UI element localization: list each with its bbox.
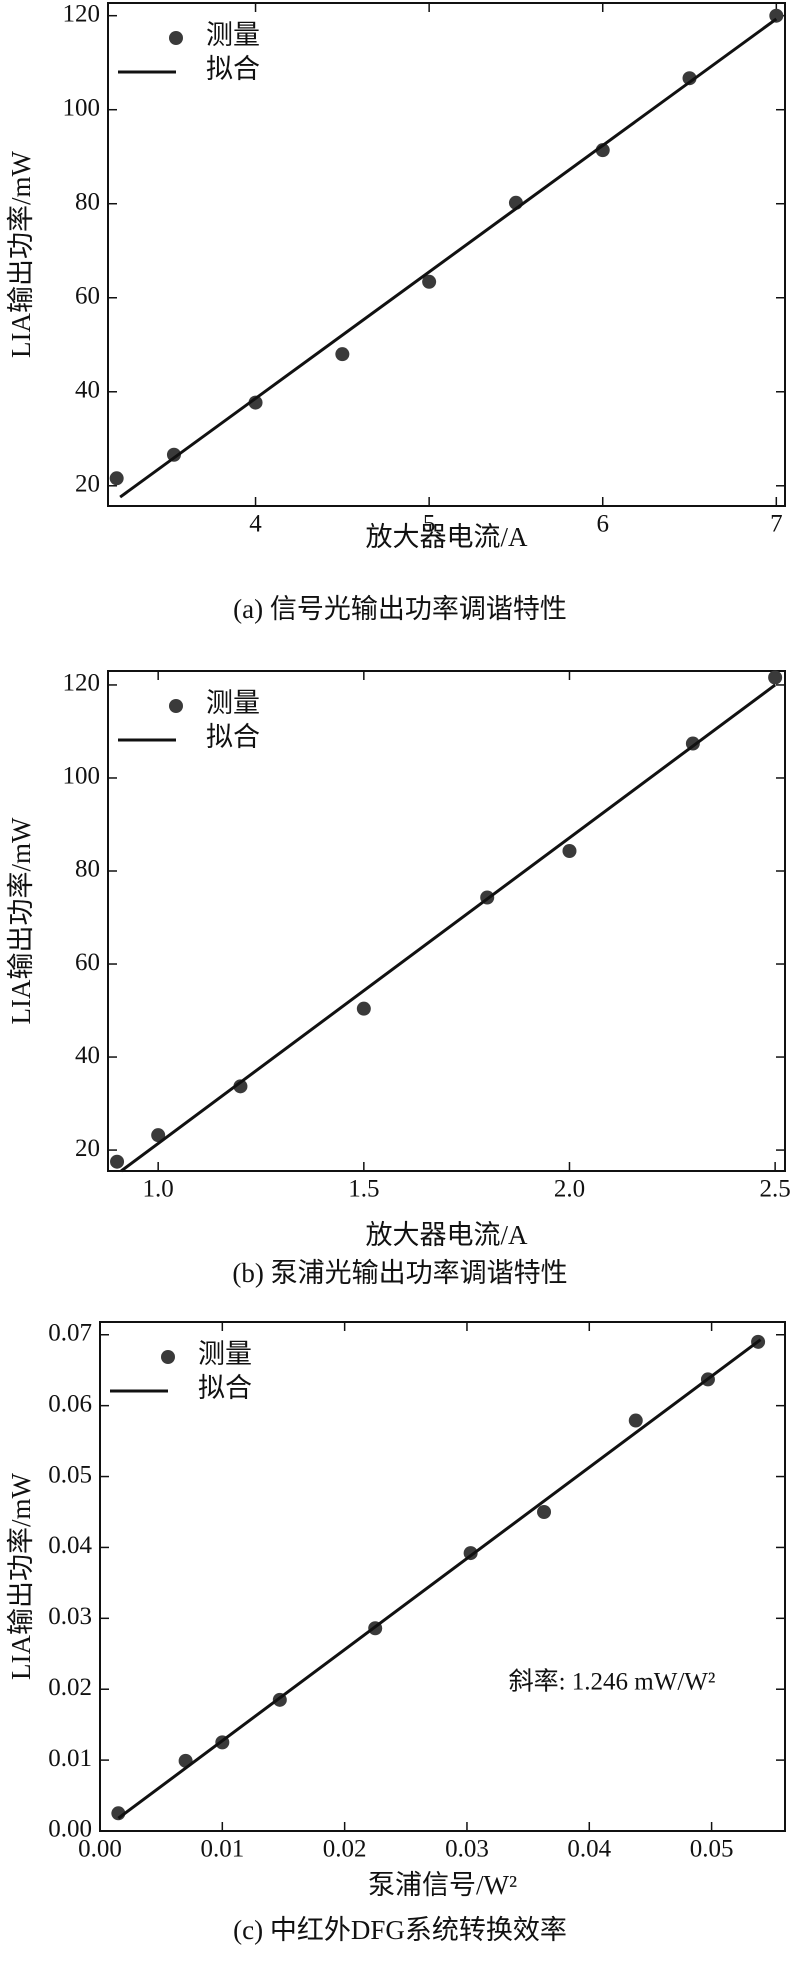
data-point <box>335 347 350 362</box>
y-tick-label: 120 <box>63 670 101 697</box>
fit-line <box>120 683 777 1173</box>
y-tick-label: 0.05 <box>48 1461 92 1488</box>
data-point <box>109 471 124 486</box>
data-point <box>110 1154 125 1169</box>
x-axis-label: 放大器电流/A <box>366 1220 529 1250</box>
legend-label: 测量 <box>198 1339 252 1369</box>
y-tick-label: 20 <box>75 471 100 498</box>
caption: (b) 泵浦光输出功率调谐特性 <box>232 1258 567 1288</box>
x-tick-label: 4 <box>249 511 262 538</box>
legend-label: 拟合 <box>206 54 260 84</box>
data-point <box>356 1001 371 1016</box>
plot-frame <box>107 2 786 507</box>
data-point <box>166 447 181 462</box>
data-point <box>768 670 783 685</box>
data-point <box>248 395 263 410</box>
legend-marker <box>161 1350 175 1364</box>
data-point <box>682 71 697 86</box>
data-point <box>422 274 437 289</box>
y-tick-label: 60 <box>75 282 100 309</box>
x-tick-label: 5 <box>423 511 436 538</box>
x-tick-label: 0.02 <box>323 1836 367 1863</box>
legend-marker <box>169 31 183 45</box>
y-tick-label: 100 <box>63 763 101 790</box>
fit-line <box>119 17 778 499</box>
fit-line <box>117 1338 762 1820</box>
x-tick-label: 0.01 <box>200 1836 244 1863</box>
x-tick-label: 6 <box>596 511 609 538</box>
data-point <box>151 1128 166 1143</box>
y-tick-label: 20 <box>75 1135 100 1162</box>
x-tick-label: 2.0 <box>554 1176 585 1203</box>
plot-frame <box>99 1321 786 1832</box>
data-point <box>769 8 784 23</box>
legend-label: 测量 <box>206 688 260 718</box>
y-tick-label: 0.06 <box>48 1390 92 1417</box>
plot-frame <box>107 670 786 1172</box>
caption: (c) 中红外DFG系统转换效率 <box>233 1915 567 1945</box>
legend-label: 测量 <box>206 20 260 50</box>
annotation: 斜率: 1.246 mW/W² <box>509 1668 716 1696</box>
y-axis-label: LIA输出功率/mW <box>6 1473 36 1680</box>
y-tick-label: 0.02 <box>48 1674 92 1701</box>
caption: (a) 信号光输出功率调谐特性 <box>233 594 567 624</box>
legend-label: 拟合 <box>198 1373 252 1403</box>
x-axis-label: 泵浦信号/W² <box>368 1870 517 1900</box>
x-axis-label: 放大器电流/A <box>366 522 529 552</box>
legend-label: 拟合 <box>206 722 260 752</box>
y-tick-label: 80 <box>75 856 100 883</box>
y-axis-label: LIA输出功率/mW <box>6 151 36 358</box>
y-axis-label: LIA输出功率/mW <box>6 817 36 1024</box>
y-tick-label: 0.03 <box>48 1603 92 1630</box>
x-tick-label: 0.04 <box>567 1836 611 1863</box>
y-tick-label: 0.04 <box>48 1532 92 1559</box>
x-tick-label: 0.03 <box>445 1836 489 1863</box>
y-tick-label: 40 <box>75 377 100 404</box>
x-tick-label: 2.5 <box>760 1176 791 1203</box>
y-tick-label: 100 <box>63 94 101 121</box>
x-tick-label: 0.05 <box>690 1836 734 1863</box>
y-tick-label: 120 <box>63 0 101 27</box>
x-tick-label: 1.0 <box>143 1176 174 1203</box>
y-tick-label: 0.01 <box>48 1745 92 1772</box>
x-tick-label: 0.00 <box>78 1836 122 1863</box>
y-tick-label: 0.07 <box>48 1319 92 1346</box>
y-tick-label: 0.00 <box>48 1816 92 1843</box>
data-point <box>233 1079 248 1094</box>
x-tick-label: 1.5 <box>348 1176 379 1203</box>
y-tick-label: 40 <box>75 1042 100 1069</box>
x-tick-label: 7 <box>770 511 783 538</box>
data-point <box>628 1413 643 1428</box>
y-tick-label: 60 <box>75 949 100 976</box>
legend-marker <box>169 699 183 713</box>
data-point <box>537 1504 552 1519</box>
y-tick-label: 80 <box>75 188 100 215</box>
data-point <box>562 844 577 858</box>
